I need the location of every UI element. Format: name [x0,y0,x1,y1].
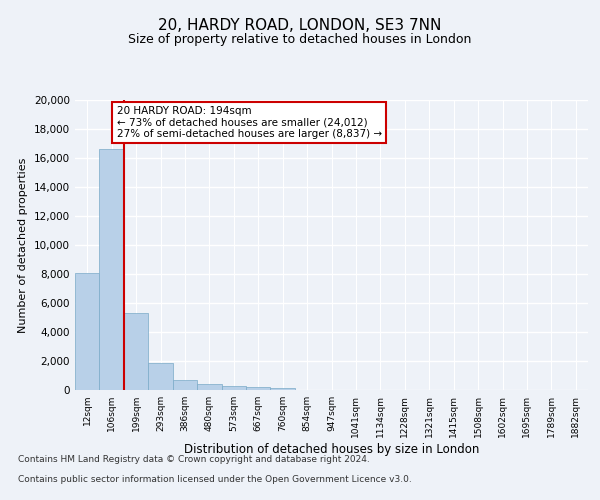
Text: Contains HM Land Registry data © Crown copyright and database right 2024.: Contains HM Land Registry data © Crown c… [18,456,370,464]
Bar [100,150,124,390]
Bar [271,388,295,390]
Bar [221,386,246,390]
Bar [197,384,221,390]
Text: Size of property relative to detached houses in London: Size of property relative to detached ho… [128,32,472,46]
Y-axis label: Number of detached properties: Number of detached properties [19,158,28,332]
Text: 20 HARDY ROAD: 194sqm
← 73% of detached houses are smaller (24,012)
27% of semi-: 20 HARDY ROAD: 194sqm ← 73% of detached … [116,106,382,139]
X-axis label: Distribution of detached houses by size in London: Distribution of detached houses by size … [184,442,479,456]
Text: Contains public sector information licensed under the Open Government Licence v3: Contains public sector information licen… [18,476,412,484]
Bar [124,313,148,390]
Text: 20, HARDY ROAD, LONDON, SE3 7NN: 20, HARDY ROAD, LONDON, SE3 7NN [158,18,442,32]
Bar [173,380,197,390]
Bar [148,363,173,390]
Bar [246,387,271,390]
Bar [75,272,100,390]
